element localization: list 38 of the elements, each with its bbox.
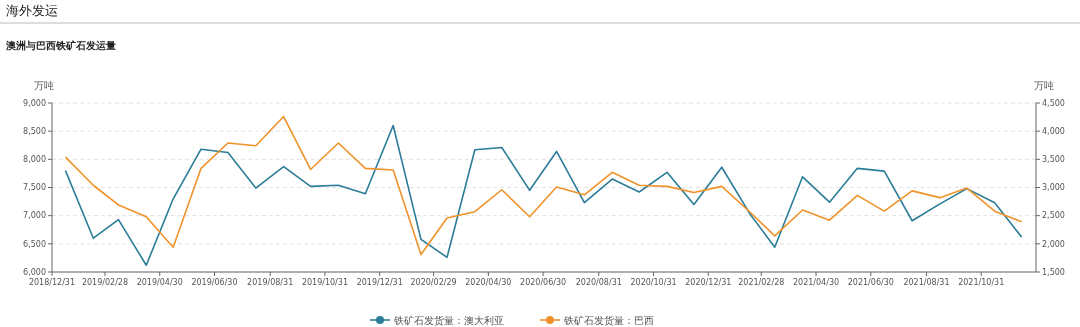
y-tick-label: 7,000	[23, 211, 46, 221]
legend-label: 铁矿石发货量：澳大利亚	[393, 314, 504, 326]
y2-tick-label: 1,500	[1042, 267, 1065, 277]
y-tick-label: 7,500	[23, 183, 46, 193]
x-tick-label: 2021/06/30	[847, 278, 894, 287]
x-tick-label: 2019/06/30	[191, 278, 238, 287]
x-tick-label: 2021/04/30	[792, 278, 840, 287]
x-tick-label: 2020/02/29	[410, 278, 457, 287]
y-tick-label: 9,000	[23, 98, 46, 108]
y-tick-label: 8,000	[23, 155, 46, 165]
x-tick-label: 2020/06/30	[520, 278, 567, 287]
x-tick-label: 2020/04/30	[465, 278, 512, 287]
x-tick-label: 2021/08/31	[903, 278, 950, 287]
x-tick-label: 2020/12/31	[685, 278, 732, 287]
legend-label: 铁矿石发货量：巴西	[563, 314, 654, 326]
chart-title: 海外发运	[6, 3, 58, 18]
y2-tick-label: 3,000	[1042, 183, 1065, 193]
x-tick-label: 2021/10/31	[958, 278, 1005, 287]
y2-axis-title: 万吨	[1034, 80, 1054, 91]
x-tick-label: 2021/02/28	[738, 278, 785, 287]
y-tick-label: 8,500	[23, 126, 46, 136]
x-tick-label: 2020/10/31	[630, 278, 677, 287]
x-tick-label: 2018/12/31	[28, 278, 76, 287]
x-tick-label: 2019/12/31	[356, 278, 403, 287]
x-tick-label: 2019/10/31	[301, 278, 348, 287]
y-tick-label: 6,500	[23, 239, 46, 249]
y2-tick-label: 2,000	[1042, 239, 1065, 249]
chart-subtitle: 澳洲与巴西铁矿石发运量	[5, 40, 116, 51]
y-axis-title: 万吨	[34, 80, 54, 91]
y2-tick-label: 3,500	[1042, 155, 1065, 165]
x-tick-label: 2019/02/28	[81, 278, 129, 287]
x-tick-label: 2020/08/31	[575, 278, 622, 287]
y-tick-label: 6,000	[23, 267, 46, 277]
y2-tick-label: 4,000	[1042, 126, 1065, 136]
y2-tick-label: 4,500	[1042, 98, 1065, 108]
y2-tick-label: 2,500	[1042, 211, 1065, 221]
x-tick-label: 2019/08/31	[247, 278, 294, 287]
x-tick-label: 2019/04/30	[136, 278, 183, 287]
